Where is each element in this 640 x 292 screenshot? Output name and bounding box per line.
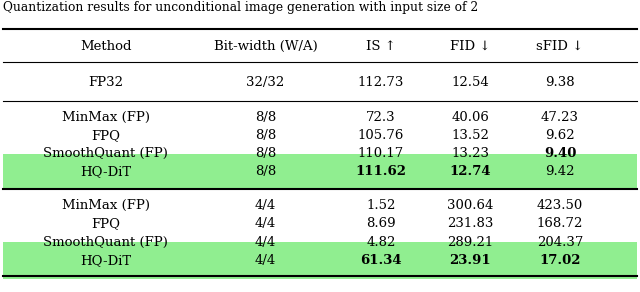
Text: 1.52: 1.52 — [366, 199, 396, 212]
Text: 8/8: 8/8 — [255, 111, 276, 124]
Text: IS ↑: IS ↑ — [366, 40, 396, 53]
Text: 105.76: 105.76 — [358, 129, 404, 142]
Text: FP32: FP32 — [88, 76, 123, 89]
Text: 40.06: 40.06 — [451, 111, 490, 124]
Text: 61.34: 61.34 — [360, 254, 402, 267]
Text: 12.74: 12.74 — [449, 166, 492, 178]
Text: 72.3: 72.3 — [366, 111, 396, 124]
Text: FPQ: FPQ — [91, 129, 120, 142]
Text: 8/8: 8/8 — [255, 166, 276, 178]
Text: 8.69: 8.69 — [366, 218, 396, 230]
Text: Bit-width (W/A): Bit-width (W/A) — [214, 40, 317, 53]
Text: 4/4: 4/4 — [255, 218, 276, 230]
Text: 47.23: 47.23 — [541, 111, 579, 124]
Text: SmoothQuant (FP): SmoothQuant (FP) — [43, 147, 168, 160]
Text: HQ-DiT: HQ-DiT — [80, 254, 131, 267]
Text: 4/4: 4/4 — [255, 254, 276, 267]
FancyBboxPatch shape — [3, 154, 637, 190]
Text: Method: Method — [80, 40, 131, 53]
Text: SmoothQuant (FP): SmoothQuant (FP) — [43, 236, 168, 248]
Text: 300.64: 300.64 — [447, 199, 493, 212]
Text: 8/8: 8/8 — [255, 147, 276, 160]
Text: 13.23: 13.23 — [451, 147, 490, 160]
Text: 32/32: 32/32 — [246, 76, 285, 89]
Text: 17.02: 17.02 — [540, 254, 580, 267]
FancyBboxPatch shape — [3, 242, 637, 279]
Text: 112.73: 112.73 — [358, 76, 404, 89]
Text: FPQ: FPQ — [91, 218, 120, 230]
Text: Quantization results for unconditional image generation with input size of 2: Quantization results for unconditional i… — [3, 1, 479, 15]
Text: 4/4: 4/4 — [255, 236, 276, 248]
Text: MinMax (FP): MinMax (FP) — [61, 199, 150, 212]
Text: 110.17: 110.17 — [358, 147, 404, 160]
Text: 13.52: 13.52 — [451, 129, 490, 142]
Text: 168.72: 168.72 — [537, 218, 583, 230]
Text: 9.40: 9.40 — [544, 147, 576, 160]
Text: FID ↓: FID ↓ — [450, 40, 491, 53]
Text: 423.50: 423.50 — [537, 199, 583, 212]
Text: HQ-DiT: HQ-DiT — [80, 166, 131, 178]
Text: 289.21: 289.21 — [447, 236, 493, 248]
Text: 8/8: 8/8 — [255, 129, 276, 142]
Text: 23.91: 23.91 — [449, 254, 492, 267]
Text: 204.37: 204.37 — [537, 236, 583, 248]
Text: 111.62: 111.62 — [355, 166, 406, 178]
Text: 9.62: 9.62 — [545, 129, 575, 142]
Text: sFID ↓: sFID ↓ — [536, 40, 584, 53]
Text: MinMax (FP): MinMax (FP) — [61, 111, 150, 124]
Text: 4/4: 4/4 — [255, 199, 276, 212]
Text: 4.82: 4.82 — [366, 236, 396, 248]
Text: 12.54: 12.54 — [452, 76, 489, 89]
Text: 9.42: 9.42 — [545, 166, 575, 178]
Text: 9.38: 9.38 — [545, 76, 575, 89]
Text: 231.83: 231.83 — [447, 218, 493, 230]
